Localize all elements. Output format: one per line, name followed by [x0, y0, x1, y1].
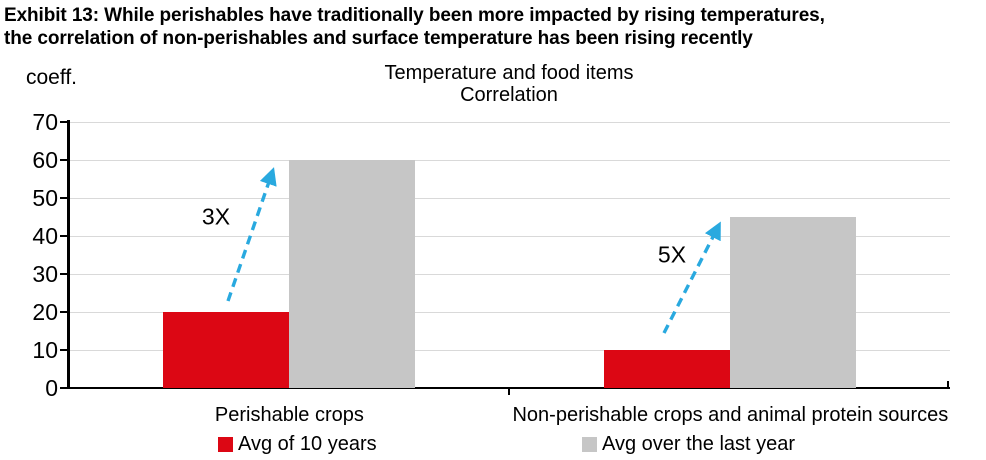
gridline-60: [70, 159, 950, 161]
legend-swatch-gray: [582, 437, 597, 452]
exhibit-title-line2: the correlation of non-perishables and s…: [4, 28, 753, 49]
y-tick-mark-10: [60, 349, 68, 351]
bar-group2-gray: [730, 217, 857, 388]
x-axis-mid-tick: [508, 388, 510, 395]
legend-entry-1: Avg of 10 years: [218, 433, 377, 456]
legend-entry-2: Avg over the last year: [582, 433, 795, 456]
y-tick-label-30: 30: [32, 261, 58, 287]
bar-group1-red: [163, 312, 290, 388]
y-tick-mark-20: [60, 311, 68, 313]
legend-label-1: Avg of 10 years: [238, 433, 377, 455]
chart-title: Temperature and food items Correlation: [384, 62, 633, 106]
y-tick-label-10: 10: [32, 337, 58, 363]
growth-arrow-1: [226, 167, 277, 302]
y-tick-mark-60: [60, 159, 68, 161]
gridline-20: [70, 311, 950, 313]
gridline-10: [70, 349, 950, 351]
category-label-2: Non-perishable crops and animal protein …: [512, 404, 949, 426]
y-tick-label-70: 70: [32, 109, 58, 135]
y-tick-label-50: 50: [32, 185, 58, 211]
chart-title-line1: Temperature and food items: [384, 62, 634, 84]
gridline-30: [70, 273, 950, 275]
exhibit-title: Exhibit 13: While perishables have tradi…: [4, 4, 982, 50]
legend-swatch-red: [218, 437, 233, 452]
gridline-70: [70, 121, 950, 123]
gridline-50: [70, 197, 950, 199]
y-tick-mark-40: [60, 235, 68, 237]
multiplier-annotation-1: 3X: [201, 203, 231, 230]
y-tick-label-0: 0: [45, 375, 58, 401]
y-tick-label-40: 40: [32, 223, 58, 249]
category-label-1: Perishable crops: [214, 404, 364, 426]
y-tick-mark-70: [60, 121, 68, 123]
y-tick-mark-50: [60, 197, 68, 199]
gridline-40: [70, 235, 950, 237]
y-tick-mark-30: [60, 273, 68, 275]
chart-title-line2: Correlation: [460, 84, 558, 106]
x-axis-end-tick: [947, 381, 949, 388]
y-tick-label-20: 20: [32, 299, 58, 325]
multiplier-annotation-2: 5X: [657, 241, 687, 268]
exhibit-title-line1: Exhibit 13: While perishables have tradi…: [4, 5, 825, 26]
y-tick-label-60: 60: [32, 147, 58, 173]
legend-label-2: Avg over the last year: [602, 433, 796, 455]
bar-group1-gray: [289, 160, 416, 388]
y-tick-mark-0: [60, 387, 68, 389]
y-axis-line: [67, 120, 70, 389]
y-axis-unit-label: coeff.: [26, 66, 77, 89]
bar-group2-red: [604, 350, 731, 388]
